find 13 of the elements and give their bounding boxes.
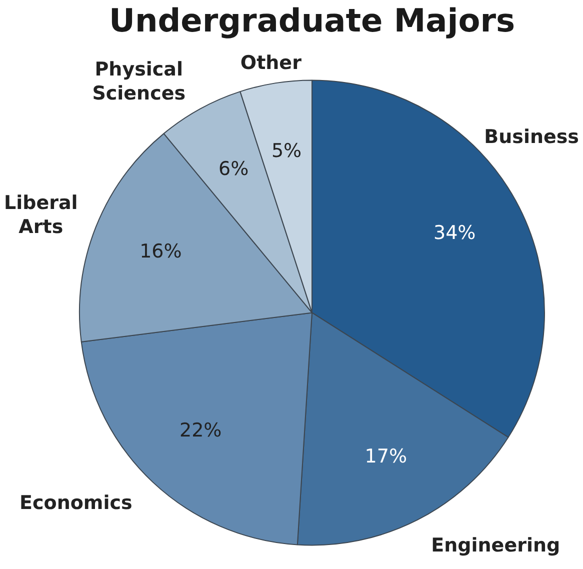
slice-label: Liberal Arts [4, 192, 78, 238]
slice-label: Economics [20, 492, 132, 514]
data-label: 17% [364, 446, 408, 468]
slice-label: Physical Sciences [92, 58, 186, 105]
data-label: 5% [271, 140, 302, 162]
data-label: 34% [434, 222, 476, 244]
slice-label: Other [240, 52, 302, 74]
data-label: 6% [218, 158, 249, 180]
slice-label: Business [484, 126, 580, 148]
data-label: 22% [179, 419, 222, 442]
slice-label: Engineering [431, 534, 560, 557]
data-label: 16% [140, 240, 182, 263]
chart-title: Undergraduate Majors [108, 2, 516, 40]
